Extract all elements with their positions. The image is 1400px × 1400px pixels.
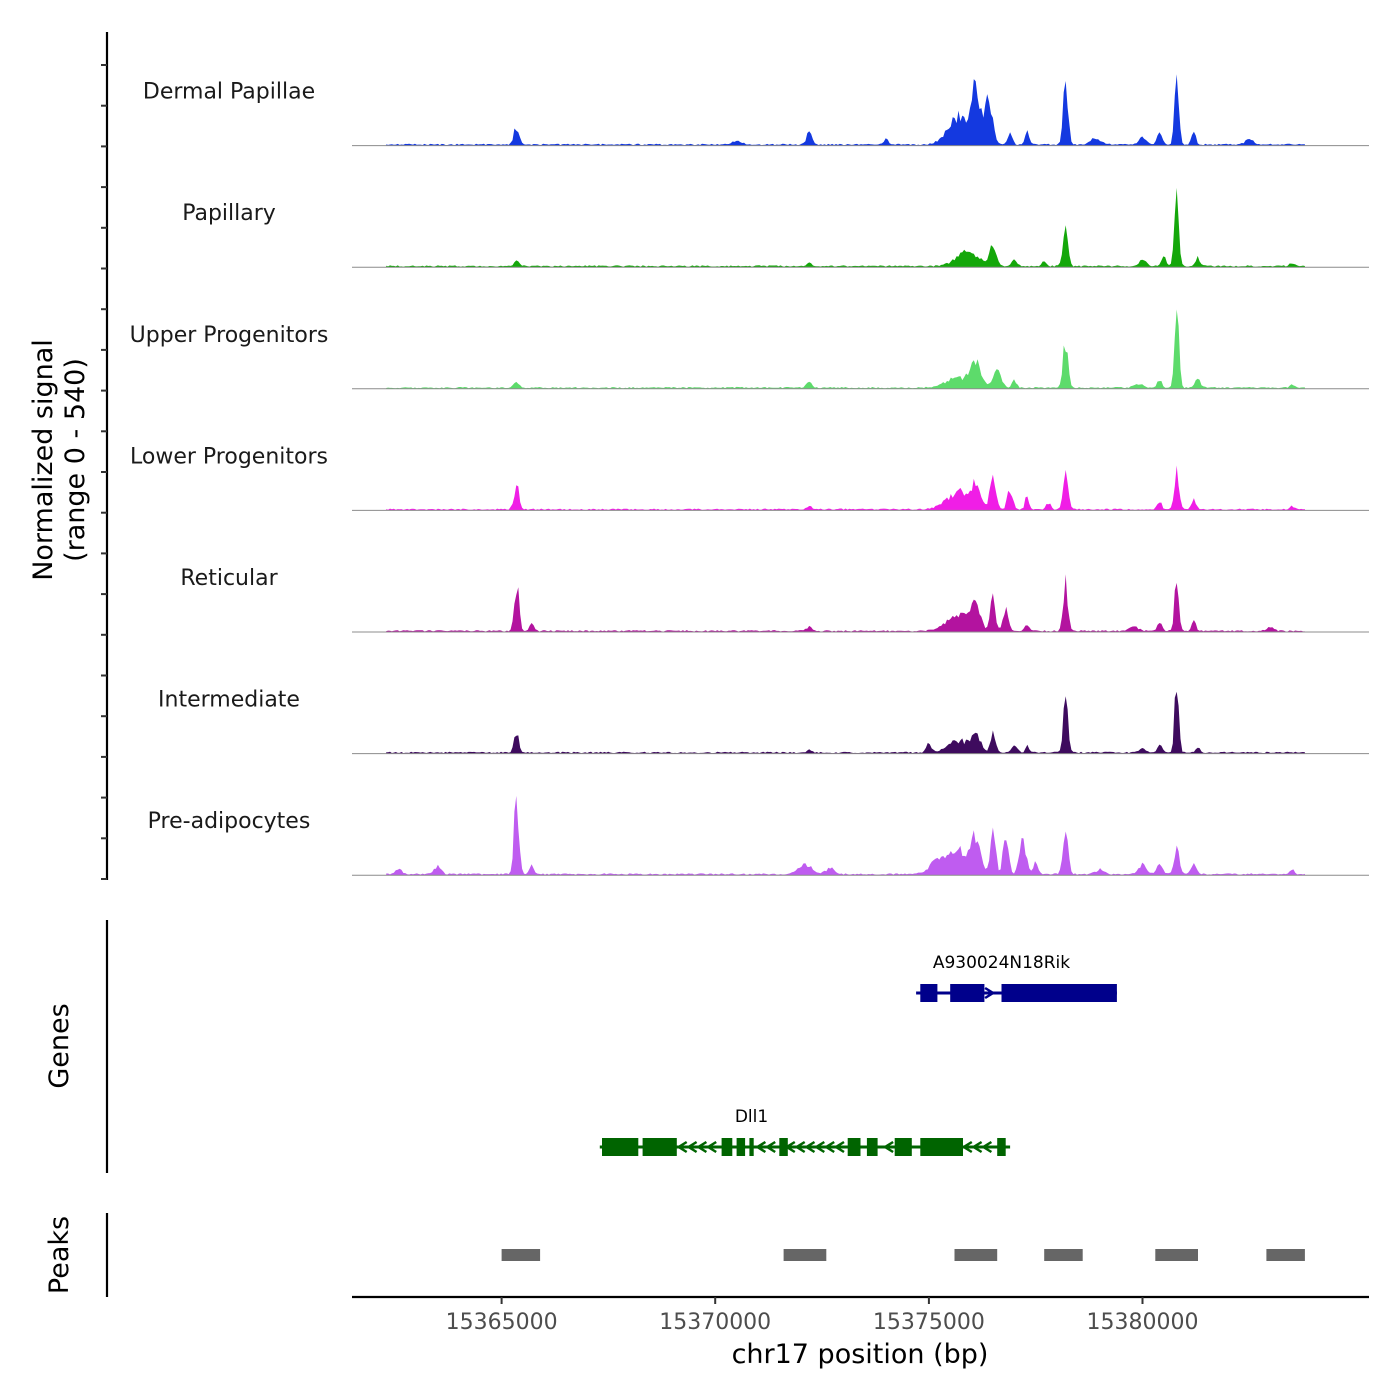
gene-exon (1001, 984, 1117, 1002)
track-label-reticular: Reticular (180, 566, 278, 591)
x-axis: 15365000 15370000 15375000 15380000 chr17 p… (352, 1295, 1369, 1370)
gene-label-dll1: Dll1 (735, 1107, 768, 1127)
track-intermediate: Intermediate (158, 688, 1369, 755)
peak-region (954, 1249, 998, 1261)
x-tick-label: 15370000 (659, 1310, 771, 1335)
peak-region (1266, 1249, 1305, 1261)
strand-arrow (833, 1140, 845, 1154)
gene-models: A930024N18Rik Dll1 (599, 953, 1117, 1156)
peak-region (1155, 1249, 1198, 1261)
strand-arrow (813, 1140, 825, 1154)
gene-exon (866, 1138, 878, 1156)
gene-exon (736, 1138, 746, 1156)
strand-arrow (696, 1140, 708, 1154)
strand-arrow (764, 1140, 776, 1154)
peaks-axis-label: Peaks (44, 1216, 75, 1294)
track-label-upper-progenitors: Upper Progenitors (130, 323, 329, 348)
gene-exon (642, 1138, 677, 1156)
strand-arrow (686, 1140, 698, 1154)
coverage-panel: Normalized signal (range 0 - 540) Dermal… (28, 32, 1369, 880)
gene-exon (997, 1138, 1006, 1156)
peaks-panel: Peaks (44, 1213, 1305, 1297)
gene-exon (749, 1138, 754, 1156)
x-tick-label: 15380000 (1087, 1310, 1199, 1335)
x-tick-label: 15375000 (873, 1310, 985, 1335)
strand-arrow (676, 1140, 688, 1154)
peak-region (1044, 1249, 1083, 1261)
strand-arrow (794, 1140, 806, 1154)
track-label-intermediate: Intermediate (158, 688, 300, 713)
coverage-y-ticks (101, 64, 107, 880)
gene-exon (894, 1138, 912, 1156)
track-label-lower-progenitors: Lower Progenitors (130, 444, 328, 469)
track-dermal-papillae: Dermal Papillae (143, 74, 1369, 147)
y-axis-title-line2: (range 0 - 540) (60, 358, 91, 562)
strand-arrow (804, 1140, 816, 1154)
x-axis-title: chr17 position (bp) (732, 1339, 989, 1370)
gene-label-a930024n18rik: A930024N18Rik (933, 953, 1070, 973)
track-reticular: Reticular (180, 566, 1369, 633)
genes-panel: Genes A930024N18Rik Dll1 (44, 920, 1117, 1173)
strand-arrow (961, 1140, 973, 1154)
gene-exon (779, 1138, 788, 1156)
y-axis-title-line1: Normalized signal (28, 339, 59, 581)
gene-exon (920, 1138, 963, 1156)
track-label-dermal-papillae: Dermal Papillae (143, 80, 315, 105)
track-papillary: Papillary (182, 187, 1369, 268)
gene-exon (950, 984, 985, 1002)
track-label-pre-adipocytes: Pre-adipocytes (148, 809, 311, 834)
coverage-tracks: Dermal Papillae Papillary Upper Progenitor… (130, 74, 1369, 876)
gene-exon (920, 984, 938, 1002)
strand-arrow (882, 1140, 894, 1154)
gene-exon (721, 1138, 733, 1156)
gene-exon (847, 1138, 861, 1156)
peak-regions (501, 1249, 1305, 1261)
gene-a930024n18rik: A930024N18Rik (916, 953, 1117, 1002)
strand-arrow (984, 986, 996, 1000)
strand-arrow (755, 1140, 767, 1154)
track-upper-progenitors: Upper Progenitors (130, 309, 1369, 390)
strand-arrow (981, 1140, 993, 1154)
genes-axis-label: Genes (44, 1003, 75, 1088)
gene-dll1: Dll1 (599, 1107, 1011, 1156)
peak-region (501, 1249, 541, 1261)
gene-exon (602, 1138, 639, 1156)
track-label-papillary: Papillary (182, 201, 276, 226)
track-lower-progenitors: Lower Progenitors (130, 444, 1369, 511)
strand-arrow (705, 1140, 717, 1154)
strand-arrow (971, 1140, 983, 1154)
peak-region (783, 1249, 827, 1261)
strand-arrow (823, 1140, 835, 1154)
x-ticks: 15365000 15370000 15375000 15380000 (446, 1297, 1199, 1335)
x-tick-label: 15365000 (446, 1310, 558, 1335)
track-pre-adipocytes: Pre-adipocytes (148, 795, 1369, 876)
